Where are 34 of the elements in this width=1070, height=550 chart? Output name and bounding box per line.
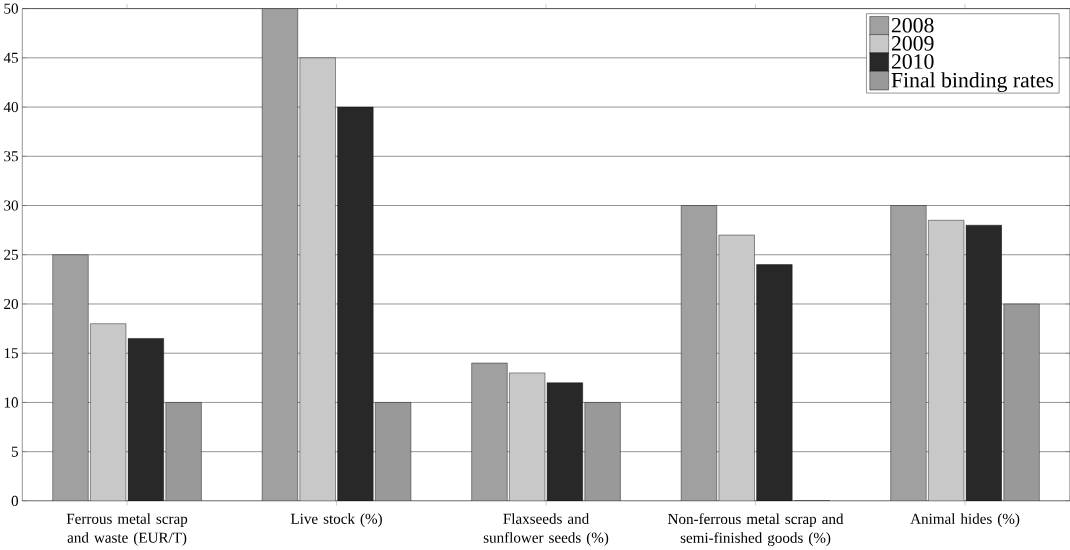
legend-label: 2008: [891, 18, 934, 33]
bar: [52, 254, 89, 502]
bar: [299, 57, 336, 502]
x-tick-label: Live stock (%): [290, 513, 382, 528]
y-tick-label: 35: [4, 151, 18, 162]
legend-label: Final binding rates: [891, 72, 1054, 93]
y-tick-label: 5: [11, 446, 18, 457]
bar: [165, 402, 202, 502]
x-tick-label: Ferrous metal scrap and waste (EUR/T): [66, 513, 188, 547]
y-tick-label: 50: [4, 3, 18, 14]
bar: [90, 323, 127, 502]
y-tick-label: 25: [4, 249, 18, 261]
y-tick-label: 10: [4, 397, 18, 408]
legend-label: 2010: [891, 54, 934, 70]
bar: [680, 205, 717, 502]
x-tick-label: Non-ferrous metal scrap and semi-finished goods (%): [668, 513, 844, 547]
y-tick-label: 45: [3, 53, 18, 64]
bar: [1003, 304, 1040, 502]
y-tick-label: 0: [11, 496, 18, 507]
y-tick-label: 30: [4, 200, 18, 211]
bar: [509, 372, 546, 502]
y-tick-label: 15: [4, 348, 18, 359]
legend-label: 2009: [891, 36, 934, 51]
bar: [375, 402, 412, 502]
bar: [584, 402, 621, 502]
bar: [718, 235, 755, 502]
y-tick-label: 20: [4, 299, 18, 310]
bar: [928, 220, 965, 502]
bar: [890, 205, 927, 502]
x-tick-label: Flaxseeds and sunflower seeds (%): [483, 513, 609, 547]
y-tick-label: 40: [3, 102, 18, 113]
bar: [471, 363, 508, 502]
bar: [261, 8, 298, 502]
x-tick-label: Animal hides (%): [910, 513, 1020, 528]
